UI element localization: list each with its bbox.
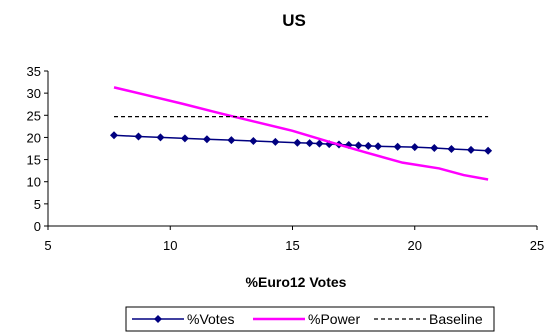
data-point-votes [110, 131, 119, 140]
x-tick-label: 5 [44, 238, 51, 253]
series-line-power [113, 86, 489, 181]
data-point-votes [305, 139, 314, 148]
data-point-votes [393, 142, 402, 151]
data-point-votes [156, 133, 165, 142]
y-tick-label: 15 [27, 153, 41, 168]
y-tick-label: 10 [27, 175, 41, 190]
legend-label-baseline: Baseline [429, 311, 483, 327]
data-point-votes [315, 139, 324, 148]
x-tick-label: 20 [408, 238, 422, 253]
legend-label-votes: %Votes [187, 311, 234, 327]
x-tick-label: 15 [285, 238, 299, 253]
data-point-votes [202, 135, 211, 144]
plot-area [110, 86, 493, 181]
data-point-votes [430, 144, 439, 153]
y-tick-label: 30 [27, 86, 41, 101]
data-point-votes [484, 146, 493, 155]
legend: %Votes %Power Baseline [125, 306, 495, 332]
data-point-votes [293, 138, 302, 147]
y-tick-label: 25 [27, 108, 41, 123]
data-point-votes [134, 132, 143, 141]
chart-title: US [282, 11, 306, 30]
data-point-votes [374, 142, 383, 151]
data-point-votes [271, 137, 280, 146]
legend-box [125, 306, 495, 332]
x-axis-label: %Euro12 Votes [246, 274, 347, 290]
y-tick-label: 5 [34, 197, 41, 212]
legend-marker-votes [154, 315, 162, 323]
data-point-votes [364, 141, 373, 150]
data-point-votes [447, 144, 456, 153]
y-tick-label: 0 [34, 219, 41, 234]
legend-label-power: %Power [308, 311, 360, 327]
data-point-votes [180, 134, 189, 143]
x-tick-label: 10 [163, 238, 177, 253]
data-point-votes [249, 136, 258, 145]
data-point-votes [410, 143, 419, 152]
data-point-votes [466, 145, 475, 154]
data-point-votes [354, 141, 363, 150]
y-tick-label: 20 [27, 130, 41, 145]
y-tick-label: 35 [27, 64, 41, 79]
data-point-votes [227, 136, 236, 145]
x-tick-label: 25 [530, 238, 544, 253]
